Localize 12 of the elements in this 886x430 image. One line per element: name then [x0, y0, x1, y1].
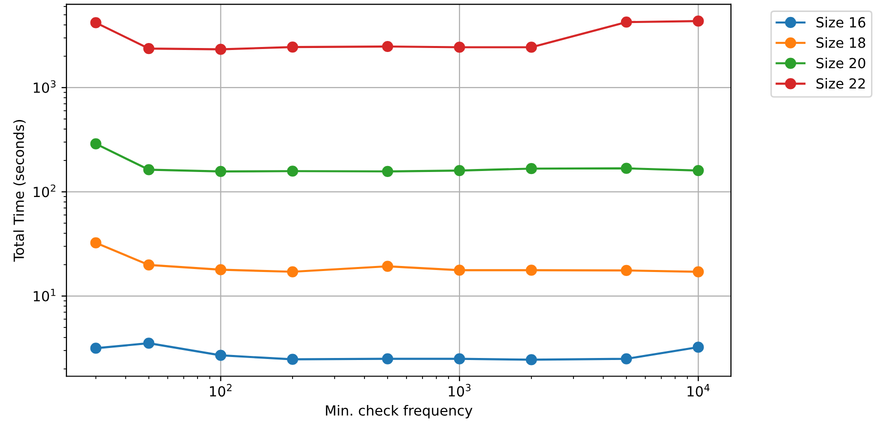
x-tick-label: 10$^{2}$ — [210, 384, 232, 397]
y-tick-label: 10$^{2}$ — [34, 184, 56, 198]
y-tick-label: 10$^{3}$ — [34, 80, 56, 93]
y-tick-label: 10$^{1}$ — [34, 288, 56, 302]
legend-label: Size 20 — [816, 58, 866, 68]
legend-label: Size 22 — [816, 78, 865, 89]
x-tick-label: 10$^{4}$ — [688, 384, 710, 397]
x-tick-label: 10$^{3}$ — [448, 384, 470, 397]
y-axis-title: Total Time (seconds) — [13, 120, 26, 262]
legend-label: Size 16 — [816, 16, 866, 28]
x-axis-title: Min. check frequency — [326, 404, 472, 418]
legend-label: Size 18 — [816, 37, 866, 48]
